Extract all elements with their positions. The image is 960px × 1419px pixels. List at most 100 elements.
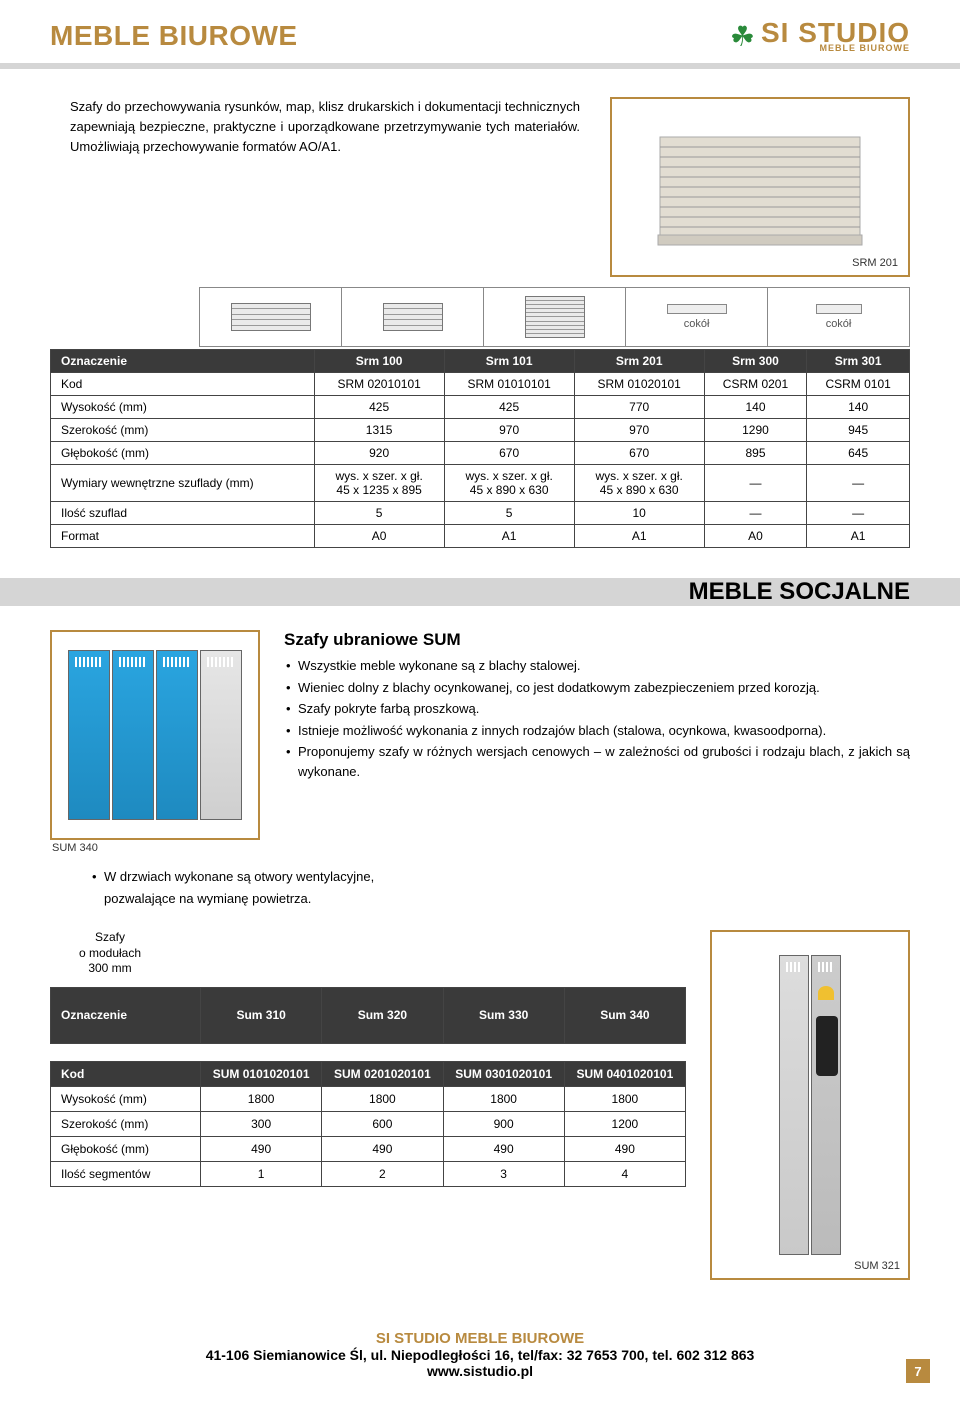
cell: — xyxy=(704,465,807,502)
cell: 10 xyxy=(574,502,704,525)
spec-table-sum: Oznaczenie Sum 310 Sum 320 Sum 330 Sum 3… xyxy=(50,987,686,1187)
row-label: Wysokość (mm) xyxy=(51,396,315,419)
table1-thumb-row: cokół cokół xyxy=(0,287,960,347)
cell: 425 xyxy=(314,396,444,419)
image-caption: SUM 321 xyxy=(854,1260,900,1272)
logo-sub: MEBLE BIUROWE xyxy=(820,45,911,53)
cell: A1 xyxy=(444,525,574,548)
bullet-item: Wieniec dolny z blachy ocynkowanej, co j… xyxy=(284,678,910,698)
product-image-sum340: SUM 340 xyxy=(50,630,260,840)
cell: — xyxy=(807,502,910,525)
product-image-srm201: SRM 201 xyxy=(610,97,910,277)
row-label: Głębokość (mm) xyxy=(51,1136,201,1161)
logo-main: SI STUDIO xyxy=(761,21,910,45)
cell: 945 xyxy=(807,419,910,442)
col-head: Srm 101 xyxy=(444,350,574,373)
module-label: Szafy o modułach 300 mm xyxy=(50,930,170,977)
bullet-item: Istnieje możliwość wykonania z innych ro… xyxy=(284,721,910,741)
col-head: Srm 201 xyxy=(574,350,704,373)
divider xyxy=(0,63,960,69)
cell: 970 xyxy=(574,419,704,442)
vent-line1: W drzwiach wykonane są otwory wentylacyj… xyxy=(104,869,374,884)
product-image-sum321: SUM 321 xyxy=(710,930,910,1280)
col-head: Srm 100 xyxy=(314,350,444,373)
bullets: Wszystkie meble wykonane są z blachy sta… xyxy=(284,656,910,781)
cell: 670 xyxy=(574,442,704,465)
cell: wys. x szer. x gł. 45 x 890 x 630 xyxy=(444,465,574,502)
cell: 425 xyxy=(444,396,574,419)
cell: SUM 0201020101 xyxy=(322,1061,443,1086)
section-band: MEBLE SOCJALNE xyxy=(0,578,960,606)
cell: — xyxy=(704,502,807,525)
col-head: Srm 300 xyxy=(704,350,807,373)
cell: 1290 xyxy=(704,419,807,442)
col-label: Oznaczenie xyxy=(51,987,201,1043)
cell: 770 xyxy=(574,396,704,419)
cell: 1800 xyxy=(443,1086,564,1111)
col-head: Sum 340 xyxy=(564,987,685,1043)
col-label: Oznaczenie xyxy=(51,350,315,373)
cell: — xyxy=(807,465,910,502)
row-label: Szerokość (mm) xyxy=(51,419,315,442)
row-label: Szerokość (mm) xyxy=(51,1111,201,1136)
cell: SUM 0101020101 xyxy=(201,1061,322,1086)
vent-note: W drzwiach wykonane są otwory wentylacyj… xyxy=(0,856,960,930)
bullet-item: Wszystkie meble wykonane są z blachy sta… xyxy=(284,656,910,676)
cell: 1315 xyxy=(314,419,444,442)
cell: 490 xyxy=(201,1136,322,1161)
cell: A1 xyxy=(574,525,704,548)
col-head: Sum 320 xyxy=(322,987,443,1043)
thumb-label: cokół xyxy=(684,318,710,330)
cell: A0 xyxy=(314,525,444,548)
row-label: Głębokość (mm) xyxy=(51,442,315,465)
row-label: Kod xyxy=(51,373,315,396)
cell: 920 xyxy=(314,442,444,465)
cell: A0 xyxy=(704,525,807,548)
image-caption: SUM 340 xyxy=(52,842,98,854)
footer-url: www.sistudio.pl xyxy=(50,1363,910,1379)
cell: A1 xyxy=(807,525,910,548)
thumb-label: cokół xyxy=(826,318,852,330)
col-head: Srm 301 xyxy=(807,350,910,373)
footer-title: SI STUDIO MEBLE BIUROWE xyxy=(50,1330,910,1347)
cell: wys. x szer. x gł. 45 x 1235 x 895 xyxy=(314,465,444,502)
row-label: Ilość segmentów xyxy=(51,1161,201,1186)
image-caption: SRM 201 xyxy=(852,257,898,269)
footer-address: 41-106 Siemianowice Śl, ul. Niepodległoś… xyxy=(50,1347,910,1363)
row-label: Ilość szuflad xyxy=(51,502,315,525)
col-head: Sum 310 xyxy=(201,987,322,1043)
cell: 490 xyxy=(322,1136,443,1161)
page-title: MEBLE BIUROWE xyxy=(50,20,298,52)
page-footer: SI STUDIO MEBLE BIUROWE 41-106 Siemianow… xyxy=(0,1310,960,1389)
cell: SRM 01020101 xyxy=(574,373,704,396)
cell: 1800 xyxy=(201,1086,322,1111)
cell: 670 xyxy=(444,442,574,465)
section-title: MEBLE SOCJALNE xyxy=(689,578,910,606)
cell: 140 xyxy=(704,396,807,419)
cell: wys. x szer. x gł. 45 x 890 x 630 xyxy=(574,465,704,502)
cell: 1200 xyxy=(564,1111,685,1136)
page-number: 7 xyxy=(906,1359,930,1383)
spec-table-srm: Oznaczenie Srm 100 Srm 101 Srm 201 Srm 3… xyxy=(50,349,910,548)
cell: 1800 xyxy=(322,1086,443,1111)
cell: 5 xyxy=(314,502,444,525)
cell: 1 xyxy=(201,1161,322,1186)
intro-text: Szafy do przechowywania rysunków, map, k… xyxy=(70,97,580,157)
cell: 3 xyxy=(443,1161,564,1186)
bullet-item: Proponujemy szafy w różnych wersjach cen… xyxy=(284,742,910,781)
row-label: Wysokość (mm) xyxy=(51,1086,201,1111)
cell: 1800 xyxy=(564,1086,685,1111)
cell: 5 xyxy=(444,502,574,525)
cell: 600 xyxy=(322,1111,443,1136)
cell: SRM 01010101 xyxy=(444,373,574,396)
cell: 140 xyxy=(807,396,910,419)
row-label: Wymiary wewnętrzne szuflady (mm) xyxy=(51,465,315,502)
col-head: Sum 330 xyxy=(443,987,564,1043)
cell: 4 xyxy=(564,1161,685,1186)
row-label: Kod xyxy=(51,1061,201,1086)
vent-line2: pozwalające na wymianę powietrza. xyxy=(104,891,311,906)
cell: 490 xyxy=(443,1136,564,1161)
cell: 645 xyxy=(807,442,910,465)
cell: SRM 02010101 xyxy=(314,373,444,396)
clover-icon: ☘ xyxy=(730,20,755,53)
